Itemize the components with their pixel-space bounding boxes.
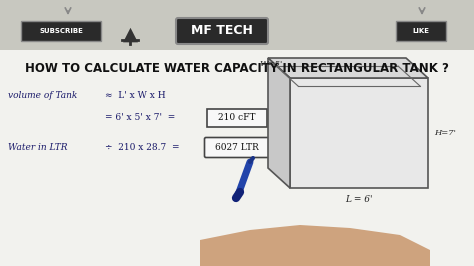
FancyBboxPatch shape [0,0,474,50]
Text: ≈  L' x W x H: ≈ L' x W x H [105,90,165,99]
Text: MF TECH: MF TECH [191,24,253,38]
Text: L = 6': L = 6' [345,196,373,205]
Text: ÷  210 x 28.7  =: ÷ 210 x 28.7 = [105,143,180,152]
Text: volume of Tank: volume of Tank [8,90,77,99]
FancyBboxPatch shape [207,109,267,127]
FancyBboxPatch shape [21,21,101,41]
FancyBboxPatch shape [0,50,474,266]
Text: H=7': H=7' [434,129,456,137]
FancyBboxPatch shape [176,18,268,44]
Text: 210 cFT: 210 cFT [218,114,256,123]
Text: HOW TO CALCULATE WATER CAPACITY IN RECTANGULAR TANK ?: HOW TO CALCULATE WATER CAPACITY IN RECTA… [25,61,449,74]
Text: W=5': W=5' [259,60,283,68]
FancyBboxPatch shape [204,138,270,157]
Polygon shape [200,225,430,266]
Text: Water in LTR: Water in LTR [8,143,67,152]
Text: 6027 LTR: 6027 LTR [215,143,259,152]
Polygon shape [268,58,428,78]
Text: SUBSCRIBE: SUBSCRIBE [39,28,83,34]
Polygon shape [268,58,290,188]
Text: LIKE: LIKE [412,28,429,34]
FancyBboxPatch shape [396,21,446,41]
Polygon shape [290,78,428,188]
Text: = 6' x 5' x 7'  =: = 6' x 5' x 7' = [105,114,175,123]
Text: ▲: ▲ [122,24,137,44]
